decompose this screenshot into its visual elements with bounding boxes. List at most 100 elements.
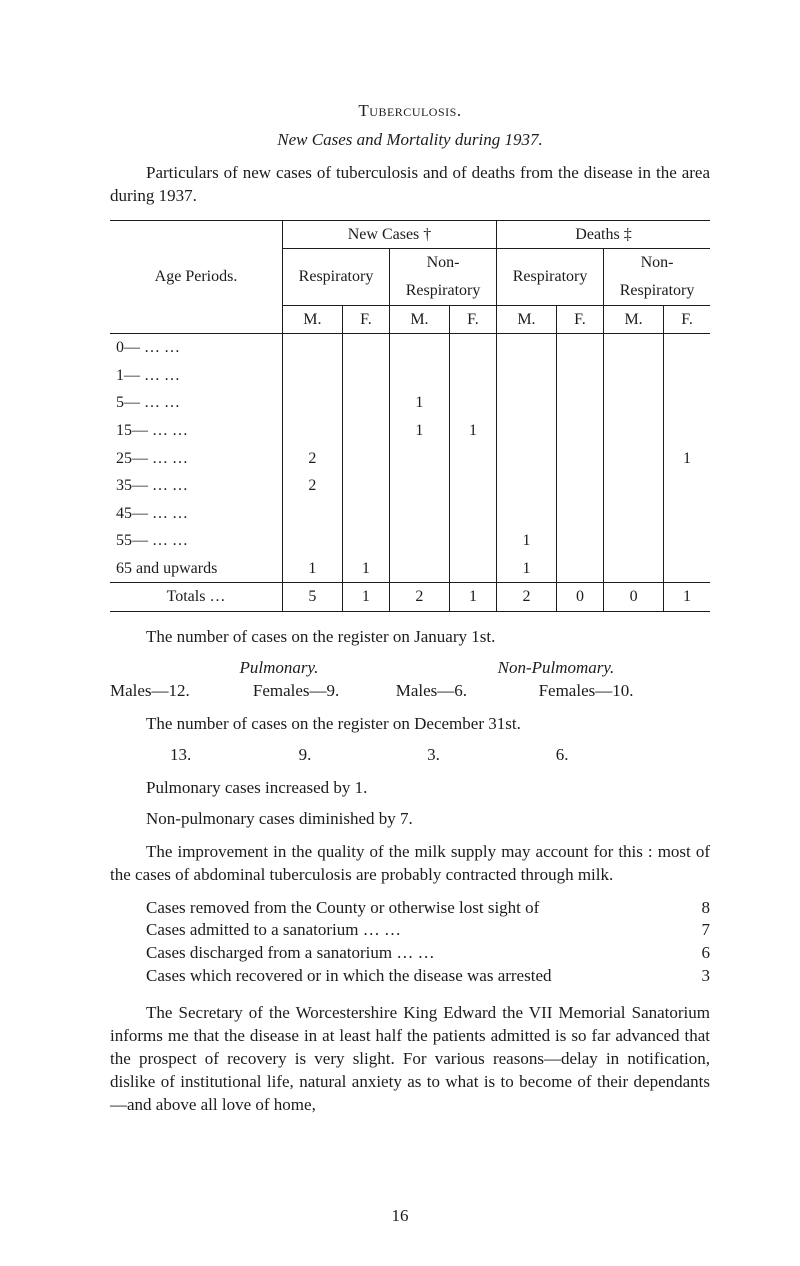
cell [604,555,664,583]
cell [664,527,710,555]
cell [342,472,389,500]
cell [342,334,389,362]
age-label: 65 and upwards [110,555,283,583]
case-line: Cases admitted to a sanatorium … … 7 [146,919,710,942]
cell [390,555,450,583]
cell [604,445,664,473]
cell [497,500,557,528]
totals-label: Totals … [110,583,283,612]
cell [556,555,603,583]
table-row: 65 and upwards 1 1 1 [110,555,710,583]
case-number: 7 [680,919,710,942]
cell [390,334,450,362]
heading-subtitle: New Cases and Mortality during 1937. [110,129,710,152]
case-text: Cases removed from the County or otherwi… [146,897,680,920]
cell [342,389,389,417]
mf-m: M. [604,305,664,334]
secretary-paragraph: The Secretary of the Worcestershire King… [110,1002,710,1117]
cell [449,555,496,583]
cell: 2 [283,445,343,473]
cell [497,389,557,417]
cell [497,417,557,445]
cell [664,334,710,362]
pulm-headers: Pulmonary. Non-Pulmomary. [146,657,700,680]
total-cell: 1 [342,583,389,612]
cell [497,334,557,362]
cell [604,527,664,555]
cell [604,472,664,500]
cell: 1 [664,445,710,473]
heading-tuberculosis: Tuberculosis. [110,100,710,123]
age-label: 0— … … [110,334,283,362]
pulm-increased-line: Pulmonary cases increased by 1. [110,777,710,800]
cell [664,500,710,528]
jan-males-nonpulm: Males—6. [396,680,539,703]
total-cell: 0 [604,583,664,612]
cell [449,472,496,500]
cell [449,445,496,473]
mf-f: F. [664,305,710,334]
mf-f: F. [556,305,603,334]
cell [604,500,664,528]
cell [604,389,664,417]
cases-list: Cases removed from the County or otherwi… [110,897,710,989]
case-number: 6 [680,942,710,965]
hdr-resp-new: Respiratory [283,249,390,305]
cell [556,334,603,362]
age-label: 5— … … [110,389,283,417]
cell [664,362,710,390]
mf-m: M. [283,305,343,334]
dec-values-row: 13. 9. 3. 6. [170,744,710,767]
age-label: 45— … … [110,500,283,528]
case-text: Cases discharged from a sanatorium … … [146,942,680,965]
cell [283,500,343,528]
col-age-periods: Age Periods. [110,220,283,333]
dec-females-pulm: 9. [299,744,428,767]
cell: 1 [449,417,496,445]
total-cell: 5 [283,583,343,612]
cell [283,417,343,445]
age-label: 25— … … [110,445,283,473]
cell [390,472,450,500]
mf-f: F. [449,305,496,334]
cell [604,362,664,390]
cell [342,527,389,555]
table-row: 15— … … 1 1 [110,417,710,445]
cell: 1 [283,555,343,583]
cell [556,389,603,417]
cell [449,334,496,362]
dec-females-nonpulm: 6. [556,744,710,767]
table-row: 0— … … [110,334,710,362]
cell: 1 [497,527,557,555]
cell [497,472,557,500]
hdr-nonresp-deaths-2: Respiratory [604,277,710,305]
cell [556,472,603,500]
age-label: 35— … … [110,472,283,500]
total-cell: 0 [556,583,603,612]
cell [449,500,496,528]
cell: 2 [283,472,343,500]
cell [604,334,664,362]
grp-deaths: Deaths ‡ [497,220,710,249]
cell [556,417,603,445]
hdr-nonresp-new-2: Respiratory [390,277,497,305]
hdr-nonresp-deaths-1: Non- [604,249,710,277]
case-number: 8 [680,897,710,920]
cell [497,362,557,390]
page-root: Tuberculosis. New Cases and Mortality du… [0,0,800,1266]
jan-females-pulm: Females—9. [253,680,396,703]
total-cell: 1 [664,583,710,612]
mf-m: M. [497,305,557,334]
case-line: Cases which recovered or in which the di… [146,965,710,988]
age-label: 15— … … [110,417,283,445]
total-cell: 1 [449,583,496,612]
cell [664,417,710,445]
cell: 1 [497,555,557,583]
grp-new-cases: New Cases † [283,220,497,249]
total-cell: 2 [497,583,557,612]
intro-paragraph: Particulars of new cases of tuberculosis… [110,162,710,208]
hdr-non-pulmonary: Non-Pulmomary. [412,657,700,680]
hdr-nonresp-new-1: Non- [390,249,497,277]
table-row: 45— … … [110,500,710,528]
hdr-resp-deaths: Respiratory [497,249,604,305]
